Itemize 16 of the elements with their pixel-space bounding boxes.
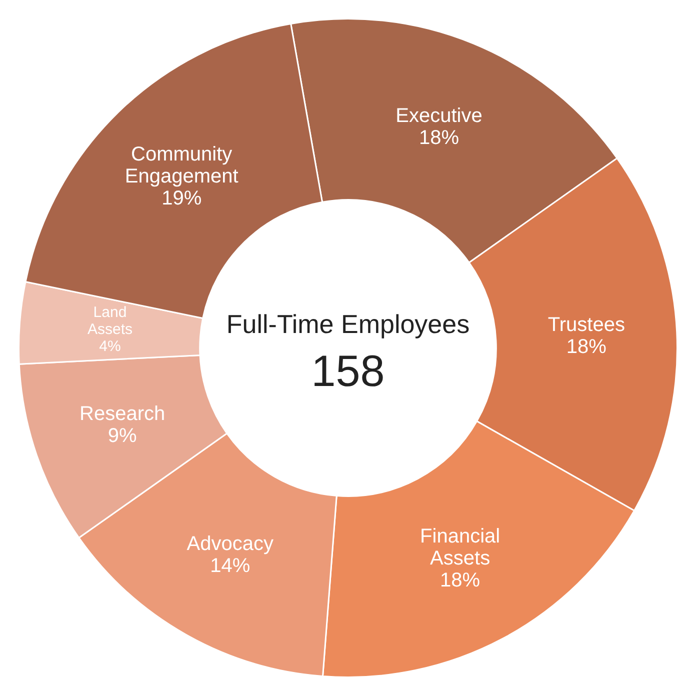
slice-label: Land Assets <box>87 304 133 338</box>
slice-label: Research <box>79 403 166 426</box>
data-label: 18% <box>566 336 607 358</box>
data-label: 9% <box>108 425 137 448</box>
data-label: 19% <box>162 187 202 210</box>
data-label: 18% <box>418 126 460 149</box>
slice-label: Trustees <box>548 314 625 336</box>
data-label: 18% <box>440 569 480 592</box>
data-label: 14% <box>210 555 250 578</box>
slice-label: Advocacy <box>186 533 274 556</box>
data-label: 4% <box>99 338 121 355</box>
text: Full-Time Employees <box>226 309 470 340</box>
slice-label: Financial Assets <box>420 525 500 570</box>
text: 158 <box>311 347 385 396</box>
slice-label: Executive <box>396 104 482 127</box>
slice-label: Community Engagement <box>124 143 239 188</box>
